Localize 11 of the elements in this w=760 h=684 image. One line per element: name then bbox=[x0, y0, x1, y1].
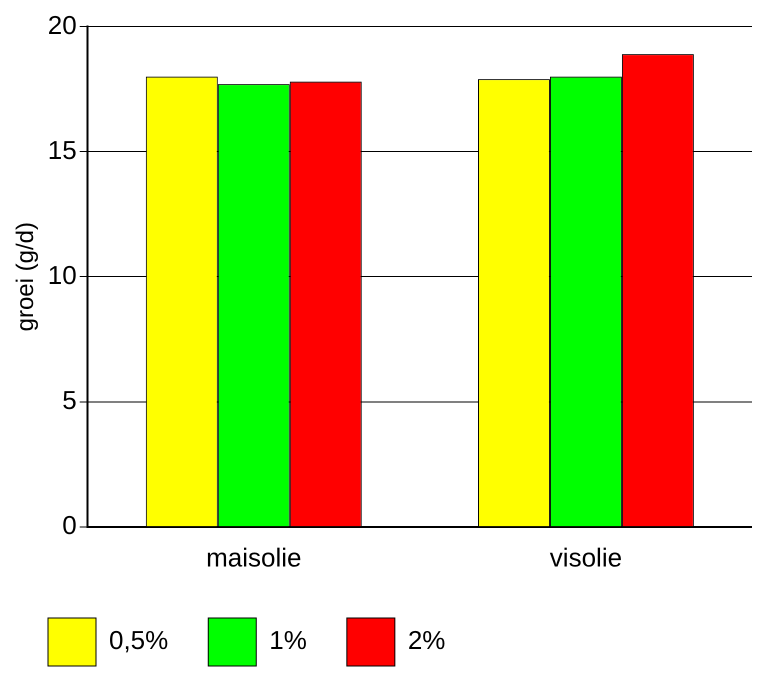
y-axis-title: groei (g/d) bbox=[12, 222, 40, 332]
legend-label: 0,5% bbox=[109, 625, 168, 656]
y-tick-label: 15 bbox=[48, 134, 77, 165]
y-tick-label: 20 bbox=[48, 10, 77, 40]
x-tick-label: visolie bbox=[550, 542, 622, 573]
x-tick-label: maisolie bbox=[206, 542, 302, 573]
y-tick-label: 10 bbox=[48, 260, 77, 290]
legend-label: 2% bbox=[408, 625, 446, 656]
y-tick-label: 5 bbox=[62, 384, 77, 415]
legend-label: 1% bbox=[269, 625, 307, 656]
y-tick-label: 0 bbox=[62, 510, 77, 540]
